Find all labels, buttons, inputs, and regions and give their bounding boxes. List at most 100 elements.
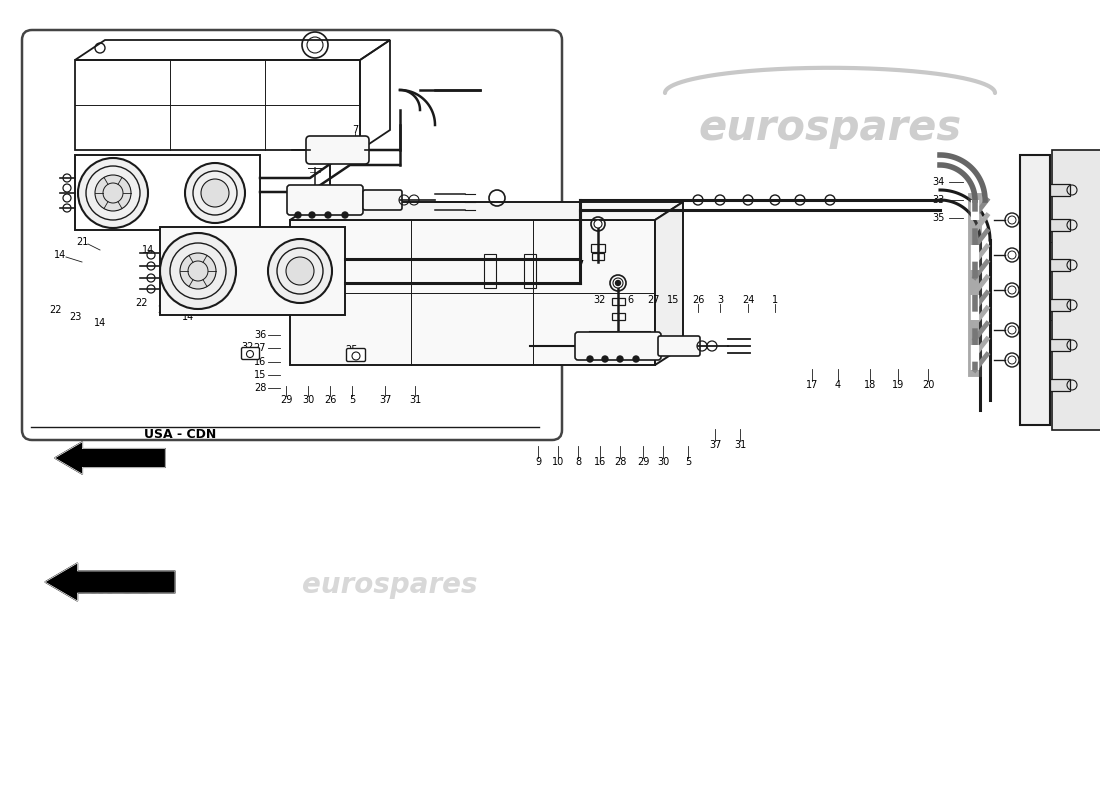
Text: 14: 14 <box>142 245 154 255</box>
Text: 16: 16 <box>594 457 606 467</box>
Text: 25: 25 <box>345 345 359 355</box>
Text: 13: 13 <box>1062 265 1074 275</box>
Polygon shape <box>45 563 175 601</box>
Text: 15: 15 <box>667 295 679 305</box>
Text: 30: 30 <box>301 395 315 405</box>
Circle shape <box>594 220 602 228</box>
FancyBboxPatch shape <box>287 185 363 215</box>
Text: 16: 16 <box>254 357 266 367</box>
Text: 31: 31 <box>734 440 746 450</box>
Text: 1: 1 <box>772 295 778 305</box>
Circle shape <box>309 212 315 218</box>
Text: 21: 21 <box>164 233 176 243</box>
Bar <box>524 254 536 288</box>
Circle shape <box>201 179 229 207</box>
Text: 3: 3 <box>452 305 458 315</box>
Text: 23: 23 <box>69 312 81 322</box>
Text: 14: 14 <box>182 312 194 322</box>
Text: 27: 27 <box>254 343 266 353</box>
Text: 20: 20 <box>922 380 934 390</box>
Circle shape <box>616 281 620 286</box>
Bar <box>1050 184 1070 196</box>
Text: 6: 6 <box>627 295 634 305</box>
Text: 34: 34 <box>933 177 945 187</box>
Bar <box>484 254 496 288</box>
Text: 8: 8 <box>575 457 581 467</box>
Text: 10: 10 <box>552 457 564 467</box>
Text: eurospares: eurospares <box>302 571 477 599</box>
Text: 30: 30 <box>657 457 669 467</box>
FancyBboxPatch shape <box>346 349 365 362</box>
Text: 28: 28 <box>614 457 626 467</box>
Text: 14: 14 <box>94 318 106 328</box>
Text: euros: euros <box>70 574 154 600</box>
Bar <box>1050 339 1070 351</box>
Circle shape <box>180 253 216 289</box>
Polygon shape <box>290 202 683 220</box>
Text: 22: 22 <box>48 305 62 315</box>
Circle shape <box>95 175 131 211</box>
Bar <box>612 313 625 320</box>
Polygon shape <box>290 220 654 365</box>
Polygon shape <box>654 202 683 365</box>
Text: eurospares: eurospares <box>698 107 961 149</box>
Text: 7: 7 <box>352 265 359 275</box>
Text: 2: 2 <box>1065 237 1071 247</box>
Text: 9: 9 <box>535 457 541 467</box>
Text: 21: 21 <box>76 237 88 247</box>
Bar <box>1050 299 1070 311</box>
Text: 19: 19 <box>892 380 904 390</box>
Bar <box>75 155 260 230</box>
Text: 14: 14 <box>54 250 66 260</box>
Text: 26: 26 <box>323 395 337 405</box>
Text: 37: 37 <box>708 440 722 450</box>
Text: 5: 5 <box>349 395 355 405</box>
Text: 31: 31 <box>409 395 421 405</box>
Text: 7: 7 <box>352 125 359 135</box>
Circle shape <box>632 356 639 362</box>
Text: 4: 4 <box>452 325 458 335</box>
Text: 15: 15 <box>254 370 266 380</box>
Text: 24: 24 <box>741 295 755 305</box>
Text: 33: 33 <box>933 195 945 205</box>
Text: 32: 32 <box>242 342 254 352</box>
Circle shape <box>286 257 313 285</box>
Circle shape <box>587 356 593 362</box>
Circle shape <box>295 212 301 218</box>
Text: 23: 23 <box>157 305 169 315</box>
Text: 27: 27 <box>647 295 659 305</box>
Text: 18: 18 <box>864 380 876 390</box>
Circle shape <box>613 278 623 288</box>
Text: 6: 6 <box>452 285 458 295</box>
Text: 37: 37 <box>378 395 392 405</box>
FancyBboxPatch shape <box>363 190 402 210</box>
Text: 7: 7 <box>576 260 583 270</box>
Circle shape <box>185 163 245 223</box>
Text: 4: 4 <box>835 380 842 390</box>
Bar <box>612 298 625 305</box>
Circle shape <box>1008 216 1016 224</box>
Text: 17: 17 <box>806 380 818 390</box>
Text: 28: 28 <box>254 383 266 393</box>
Bar <box>1050 379 1070 391</box>
Bar <box>1050 259 1070 271</box>
Bar <box>591 244 605 252</box>
FancyBboxPatch shape <box>22 30 562 440</box>
Circle shape <box>1008 286 1016 294</box>
Circle shape <box>1008 356 1016 364</box>
Circle shape <box>617 356 623 362</box>
Text: 35: 35 <box>933 213 945 223</box>
FancyBboxPatch shape <box>575 332 661 360</box>
Text: 22: 22 <box>135 298 149 308</box>
Circle shape <box>1008 326 1016 334</box>
FancyBboxPatch shape <box>242 347 260 359</box>
Circle shape <box>342 212 348 218</box>
Text: 26: 26 <box>692 295 704 305</box>
Text: 36: 36 <box>254 330 266 340</box>
Text: 29: 29 <box>637 457 649 467</box>
Bar <box>1052 150 1100 430</box>
Circle shape <box>1008 251 1016 259</box>
Bar <box>1020 155 1050 425</box>
Circle shape <box>78 158 148 228</box>
Text: 5: 5 <box>685 457 691 467</box>
